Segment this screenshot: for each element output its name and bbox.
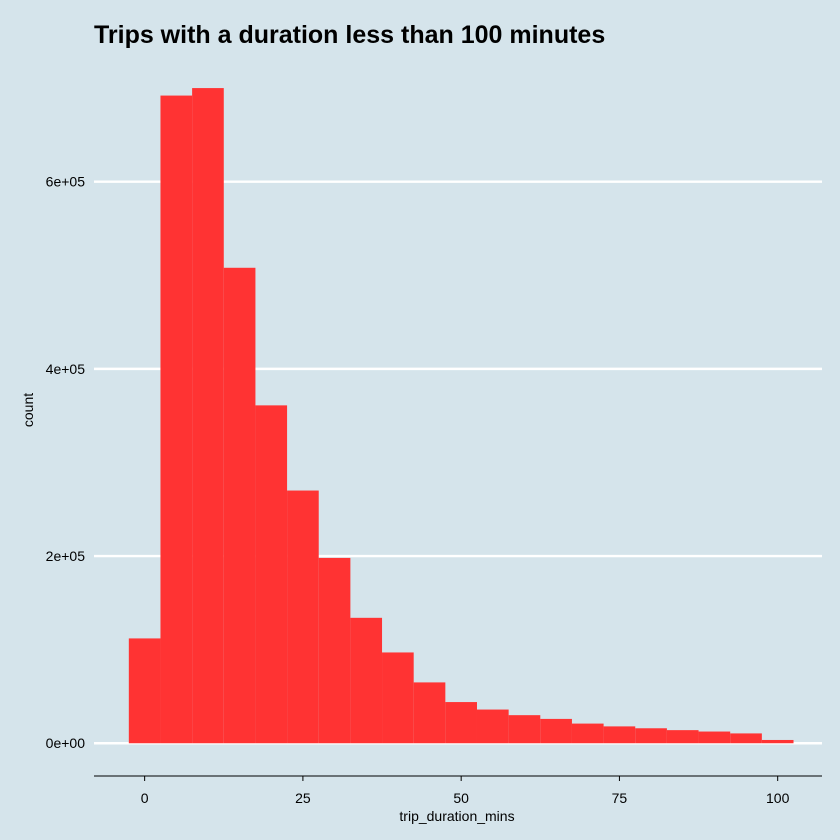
y-tick-label: 4e+05: [46, 361, 86, 377]
histogram-bar: [540, 718, 572, 744]
histogram-bar: [508, 715, 541, 744]
histogram-bar: [571, 723, 604, 744]
histogram-bar: [318, 557, 351, 744]
histogram-bar: [382, 652, 414, 744]
chart-title: Trips with a duration less than 100 minu…: [94, 21, 605, 49]
x-tick-label: 0: [141, 790, 149, 806]
histogram-bar: [603, 726, 636, 744]
histogram-bar: [413, 682, 446, 744]
x-tick-label: 75: [612, 790, 628, 806]
y-tick-label: 6e+05: [46, 174, 86, 190]
y-axis-title: count: [20, 393, 36, 427]
histogram-bar: [666, 730, 699, 744]
histogram-bars: [128, 88, 794, 744]
histogram-bar: [730, 733, 762, 744]
histogram-bar: [287, 490, 319, 744]
y-axis-ticks: 0e+00 2e+05 4e+05 6e+05: [46, 174, 86, 752]
y-tick-label: 0e+00: [46, 735, 86, 751]
histogram-bar: [761, 739, 794, 744]
histogram-bar: [635, 728, 667, 744]
x-tick-label: 100: [766, 790, 790, 806]
y-tick-label: 2e+05: [46, 548, 86, 564]
histogram-bar: [445, 702, 477, 744]
x-tick-label: 50: [453, 790, 469, 806]
histogram-bar: [160, 95, 193, 744]
histogram-bar: [698, 731, 731, 744]
histogram-bar: [476, 709, 509, 744]
histogram-bar: [350, 617, 383, 744]
x-axis-title: trip_duration_mins: [399, 808, 514, 824]
histogram-bar: [223, 267, 256, 744]
x-tick-label: 25: [295, 790, 311, 806]
histogram-bar: [128, 638, 161, 744]
histogram-bar: [192, 88, 224, 744]
x-axis-ticks: 0 25 50 75 100: [141, 776, 790, 806]
histogram-bar: [255, 405, 288, 744]
